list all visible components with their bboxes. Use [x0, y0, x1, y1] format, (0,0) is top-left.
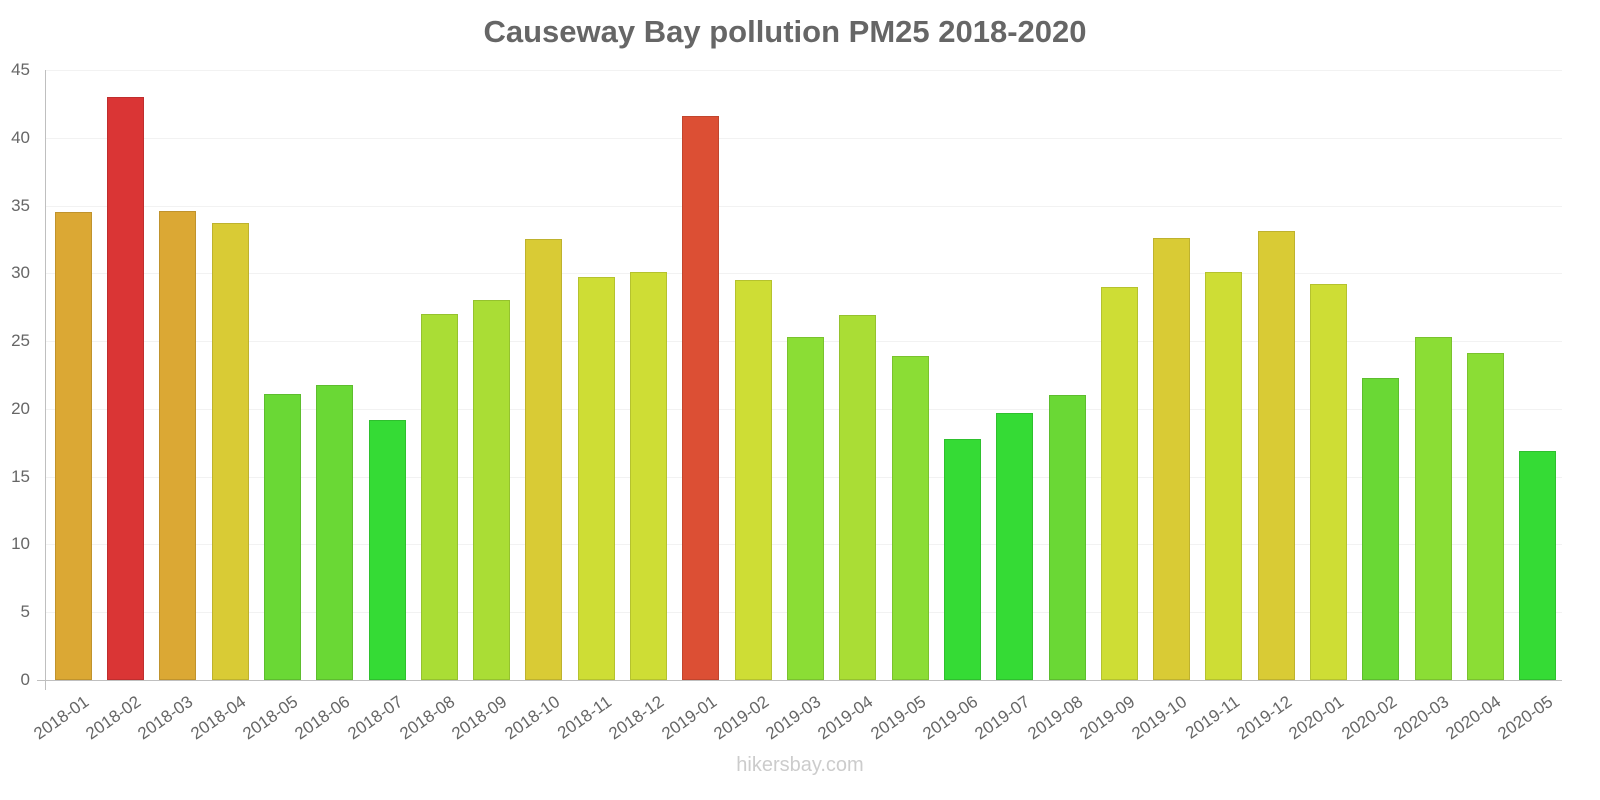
bar-2018-06[interactable] — [316, 384, 354, 680]
bar-2019-12[interactable] — [1257, 231, 1295, 680]
x-tick-label: 2019-09 — [1076, 692, 1139, 744]
x-tick-label: 2019-08 — [1023, 692, 1086, 744]
bar-2019-08[interactable] — [1048, 395, 1086, 680]
bar-2018-01[interactable] — [54, 212, 92, 680]
x-tick-label: 2019-07 — [971, 692, 1034, 744]
bar-2020-03[interactable] — [1414, 337, 1452, 680]
gridline — [45, 137, 1562, 139]
x-tick-label: 2018-08 — [396, 692, 459, 744]
bar-2018-09[interactable] — [473, 300, 511, 680]
bar-2018-12[interactable] — [630, 271, 668, 680]
y-tick-label: 15 — [11, 466, 30, 486]
bar-2019-04[interactable] — [839, 315, 877, 680]
bar-2019-05[interactable] — [891, 356, 929, 680]
x-tick-label: 2019-05 — [867, 692, 930, 744]
bar-2020-01[interactable] — [1310, 284, 1348, 680]
x-tick-label: 2019-10 — [1128, 692, 1191, 744]
x-tick-label: 2019-06 — [919, 692, 982, 744]
bar-2019-09[interactable] — [1100, 286, 1138, 680]
y-tick-label: 25 — [11, 331, 30, 351]
x-axis-line — [37, 680, 1562, 681]
y-tick-label: 40 — [11, 127, 30, 147]
y-tick-label: 35 — [11, 195, 30, 215]
x-tick-label: 2020-04 — [1442, 692, 1505, 744]
x-tick-label: 2019-04 — [814, 692, 877, 744]
bar-2019-02[interactable] — [734, 280, 772, 680]
x-tick-label: 2019-01 — [657, 692, 720, 744]
x-tick-label: 2020-02 — [1337, 692, 1400, 744]
bar-2018-05[interactable] — [263, 393, 301, 680]
x-tick-label: 2019-11 — [1181, 692, 1243, 743]
x-tick-label: 2018-02 — [82, 692, 145, 744]
plot-area — [45, 70, 1562, 680]
x-tick-label: 2020-05 — [1494, 692, 1557, 744]
x-tick-label: 2018-05 — [239, 692, 302, 744]
bar-2018-07[interactable] — [368, 419, 406, 680]
bar-2019-03[interactable] — [787, 337, 824, 680]
bar-2018-10[interactable] — [525, 239, 563, 680]
bar-2019-10[interactable] — [1153, 238, 1191, 680]
bar-2018-03[interactable] — [159, 210, 197, 680]
bar-2020-04[interactable] — [1467, 353, 1505, 680]
x-tick-label: 2020-03 — [1390, 692, 1453, 744]
y-tick-label: 30 — [11, 263, 30, 283]
watermark: hikersbay.com — [736, 754, 864, 776]
bar-2018-04[interactable] — [211, 223, 249, 680]
x-tick-label: 2020-01 — [1285, 692, 1348, 744]
bar-2019-01[interactable] — [682, 116, 720, 680]
bar-2020-02[interactable] — [1362, 377, 1400, 680]
x-tick-label: 2018-11 — [554, 692, 616, 743]
x-tick-label: 2019-12 — [1233, 692, 1296, 744]
bar-2019-07[interactable] — [996, 412, 1034, 680]
bar-2019-11[interactable] — [1205, 271, 1243, 680]
x-tick-label: 2018-01 — [30, 692, 93, 744]
y-tick-label: 20 — [11, 398, 30, 418]
y-tick-label: 45 — [11, 60, 30, 79]
x-tick-label: 2019-02 — [710, 692, 773, 744]
gridline — [45, 70, 1562, 71]
x-tick-label: 2018-10 — [500, 692, 563, 744]
bar-2018-11[interactable] — [577, 277, 615, 680]
bar-2020-05[interactable] — [1519, 450, 1557, 680]
y-tick-label: 5 — [20, 602, 30, 622]
x-tick-label: 2018-07 — [343, 692, 406, 744]
bar-2018-02[interactable] — [106, 97, 144, 680]
x-tick-label: 2018-04 — [186, 692, 249, 744]
gridline — [45, 273, 1562, 275]
y-tick-label: 10 — [11, 534, 30, 554]
x-tick-label: 2018-06 — [291, 692, 354, 744]
y-axis-line — [45, 70, 46, 690]
x-tick-label: 2018-12 — [605, 692, 668, 744]
y-tick-label: 0 — [20, 670, 30, 689]
x-tick-label: 2018-09 — [448, 692, 511, 744]
bar-2019-06[interactable] — [943, 438, 981, 680]
bar-2018-08[interactable] — [420, 314, 458, 680]
x-tick-label: 2018-03 — [134, 692, 197, 744]
x-tick-label: 2019-03 — [762, 692, 825, 744]
gridline — [45, 205, 1562, 207]
chart-title: Causeway Bay pollution PM25 2018-2020 — [483, 14, 1087, 49]
